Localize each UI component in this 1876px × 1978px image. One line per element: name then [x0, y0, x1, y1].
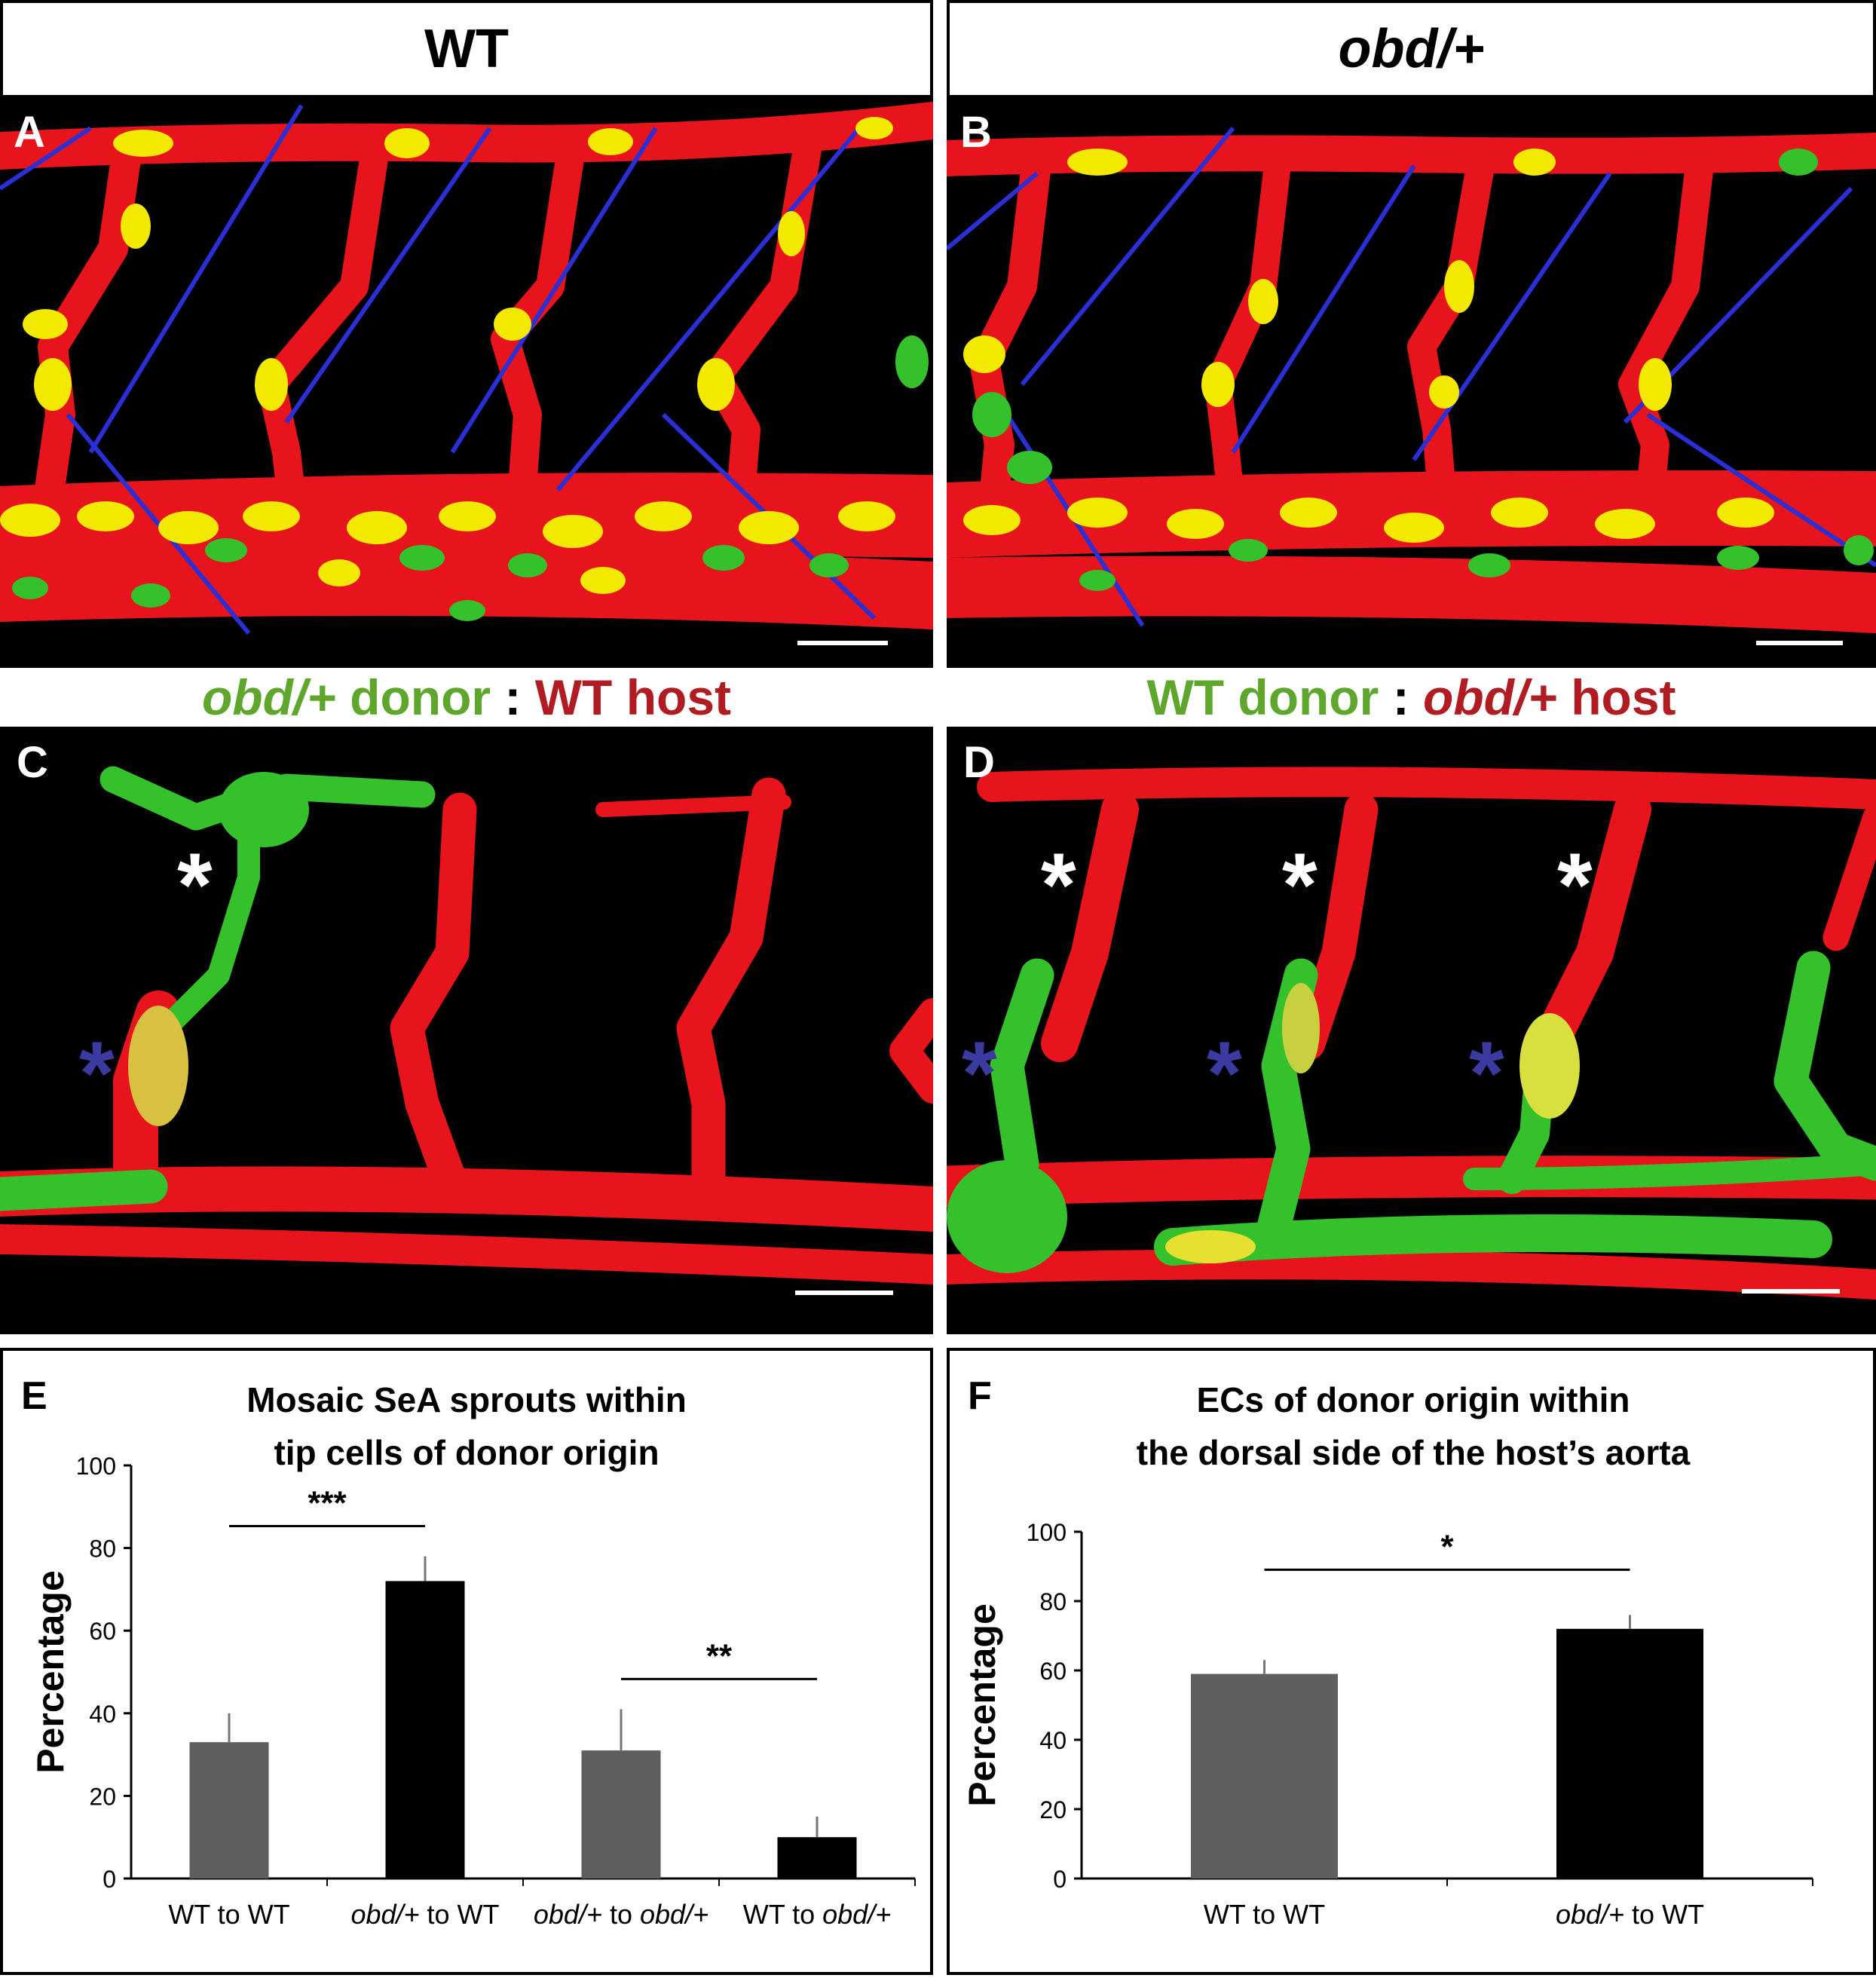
- panel-letter-f: F: [968, 1374, 992, 1418]
- significance-label: **: [706, 1637, 733, 1674]
- bar-chart-e: 0 20 40 60 80 100 Percentage WT to WT obd/+ to W…: [29, 1453, 916, 1930]
- donor-genotype: obd/+: [201, 669, 336, 725]
- separator: :: [491, 669, 535, 725]
- micrograph-panel-b: B: [947, 98, 1876, 668]
- micrograph-d-drawing: [947, 767, 1876, 1300]
- micrograph-a-drawing: [0, 102, 933, 635]
- stalk-cell-star: *: [1469, 1023, 1504, 1124]
- y-tick-label: 20: [89, 1783, 116, 1810]
- scale-bar: [1742, 1289, 1840, 1294]
- bar: [1191, 1673, 1338, 1878]
- micrograph-b-drawing: [947, 127, 1876, 633]
- x-tick-label: obd/+ to WT: [350, 1899, 499, 1930]
- stalk-cell-star: *: [79, 1023, 115, 1124]
- x-tick-label: WT to WT: [1204, 1899, 1325, 1930]
- stalk-cell-star: *: [962, 1023, 997, 1124]
- bar-chart-f: 0 20 40 60 80 100 Percentage WT to WT obd/+ to W…: [961, 1519, 1813, 1930]
- bar: [581, 1750, 661, 1878]
- y-tick-label: 60: [1039, 1658, 1067, 1685]
- host-label: WT host: [534, 669, 732, 725]
- x-tick-label: WT to obd/+: [743, 1899, 891, 1930]
- significance-label: *: [1440, 1528, 1454, 1565]
- genotype-label-left: obd/+ donor : WT host: [0, 668, 933, 727]
- y-axis-label: Percentage: [961, 1603, 1003, 1807]
- chart-panel-f: F ECs of donor origin within the dorsal …: [947, 1348, 1876, 1975]
- panel-letter-b: B: [960, 108, 992, 157]
- header-wt: WT: [0, 0, 933, 98]
- panel-letter-d: D: [963, 738, 995, 787]
- tip-cell-star: *: [1041, 834, 1076, 935]
- bar: [385, 1581, 465, 1878]
- y-axis-label: Percentage: [29, 1570, 72, 1774]
- chart-title: Mosaic SeA sprouts within tip cells of d…: [116, 1373, 817, 1479]
- x-tick-label: obd/+ to obd/+: [534, 1899, 708, 1930]
- panel-letter-c: C: [17, 738, 48, 787]
- host-word: host: [1556, 669, 1676, 725]
- micrograph-panel-c: C * *: [0, 727, 933, 1334]
- bar: [777, 1837, 857, 1878]
- chart-title-line: ECs of donor origin within: [1196, 1380, 1630, 1419]
- header-obd-label: obd/+: [1338, 19, 1485, 79]
- panel-letter-e: E: [21, 1374, 47, 1418]
- y-tick-label: 0: [1053, 1866, 1067, 1893]
- host-genotype: obd/+: [1423, 669, 1557, 725]
- micrograph-panel-d: D * * * * * *: [947, 727, 1876, 1334]
- micrograph-panel-a: A: [0, 98, 933, 668]
- donor-word: donor: [335, 669, 491, 725]
- x-tick-label: WT to WT: [168, 1899, 289, 1930]
- y-tick-label: 100: [76, 1453, 116, 1480]
- header-obd: obd/+: [947, 0, 1876, 98]
- y-tick-label: 40: [1039, 1727, 1067, 1754]
- tip-cell-star: *: [1557, 834, 1593, 935]
- y-tick-label: 0: [103, 1866, 116, 1893]
- y-tick-label: 100: [1027, 1519, 1067, 1546]
- scale-bar: [1756, 641, 1843, 645]
- genotype-label-right: WT donor : obd/+ host: [947, 668, 1876, 727]
- header-wt-label: WT: [424, 19, 509, 79]
- y-tick-label: 40: [89, 1701, 116, 1728]
- chart-title-line: Mosaic SeA sprouts within: [246, 1380, 687, 1419]
- chart-panel-e: E Mosaic SeA sprouts within tip cells of…: [0, 1348, 933, 1975]
- chart-title-line: tip cells of donor origin: [274, 1433, 660, 1472]
- significance-label: ***: [308, 1485, 347, 1522]
- y-tick-label: 20: [1039, 1796, 1067, 1823]
- panel-letter-a: A: [14, 108, 45, 157]
- y-tick-label: 60: [89, 1618, 116, 1645]
- chart-title-line: the dorsal side of the host’s aorta: [1136, 1433, 1691, 1472]
- tip-cell-star: *: [1282, 834, 1317, 935]
- donor-label: WT donor: [1146, 669, 1379, 725]
- separator: :: [1379, 669, 1424, 725]
- x-tick-label: obd/+ to WT: [1556, 1899, 1704, 1930]
- chart-title: ECs of donor origin within the dorsal si…: [1025, 1373, 1801, 1479]
- y-tick-label: 80: [89, 1536, 116, 1563]
- stalk-cell-star: *: [1207, 1023, 1242, 1124]
- bar: [1556, 1628, 1703, 1878]
- micrograph-c-drawing: [0, 766, 933, 1284]
- scale-bar: [797, 641, 888, 645]
- y-tick-label: 80: [1039, 1588, 1067, 1615]
- bar: [189, 1742, 269, 1878]
- tip-cell-star: *: [177, 834, 213, 935]
- scale-bar: [795, 1291, 893, 1295]
